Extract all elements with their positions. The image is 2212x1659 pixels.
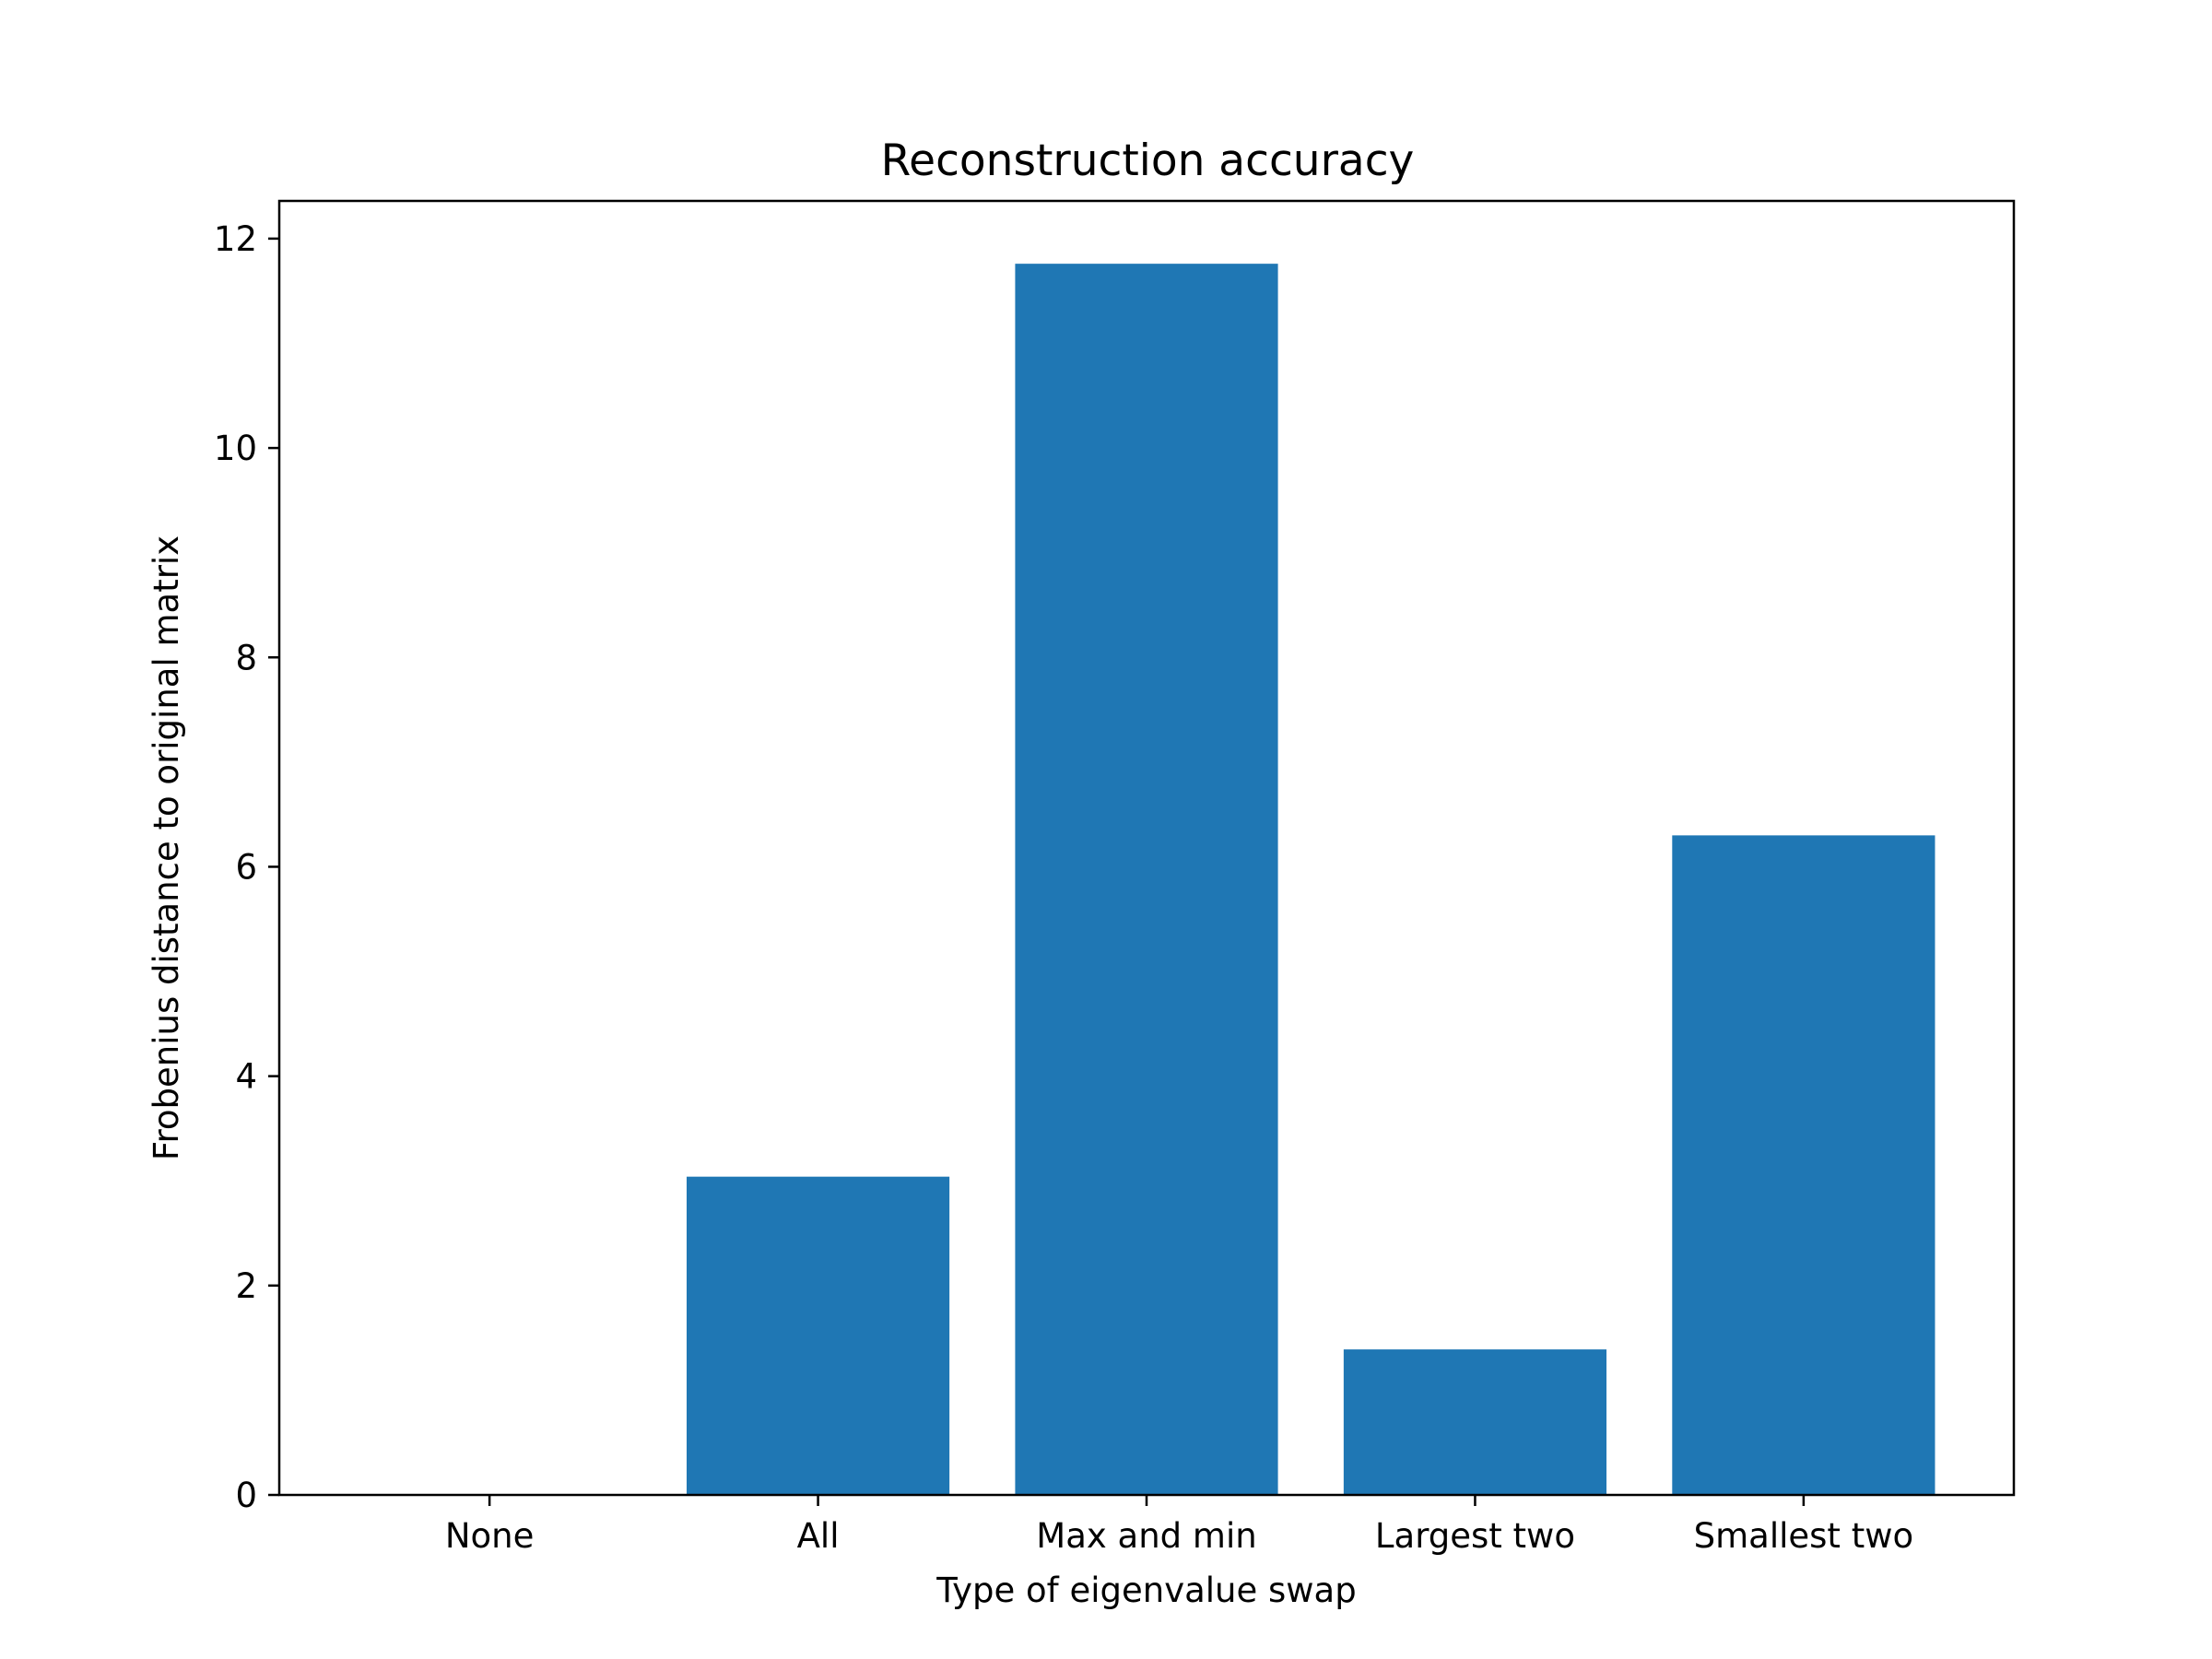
chart-title: Reconstruction accuracy bbox=[881, 135, 1415, 186]
x-tick-label: Largest two bbox=[1375, 1516, 1575, 1556]
bar-largest-two bbox=[1343, 1349, 1607, 1495]
bar-all bbox=[686, 1176, 950, 1495]
y-axis-ticks: 0 2 4 6 8 10 12 bbox=[214, 219, 279, 1515]
y-tick-label: 6 bbox=[235, 847, 257, 887]
bars-group bbox=[686, 264, 1936, 1496]
x-axis-label: Type of eigenvalue swap bbox=[935, 1571, 1356, 1610]
y-tick-label: 2 bbox=[235, 1266, 257, 1306]
y-tick-label: 8 bbox=[235, 638, 257, 677]
y-axis-label: Frobenius distance to original matrix bbox=[147, 535, 186, 1160]
y-tick-label: 0 bbox=[235, 1476, 257, 1515]
x-tick-label: All bbox=[797, 1516, 840, 1556]
bar-max-and-min bbox=[1015, 264, 1278, 1496]
x-tick-label: Max and min bbox=[1036, 1516, 1256, 1556]
y-tick-label: 12 bbox=[214, 219, 257, 259]
x-tick-label: Smallest two bbox=[1694, 1516, 1913, 1556]
y-tick-label: 10 bbox=[214, 429, 257, 468]
x-axis-ticks: None All Max and min Largest two Smallest tw… bbox=[445, 1495, 1913, 1556]
bar-smallest-two bbox=[1672, 835, 1936, 1495]
x-tick-label: None bbox=[445, 1516, 535, 1556]
y-tick-label: 4 bbox=[235, 1057, 257, 1097]
plot-frame bbox=[277, 199, 2016, 1497]
